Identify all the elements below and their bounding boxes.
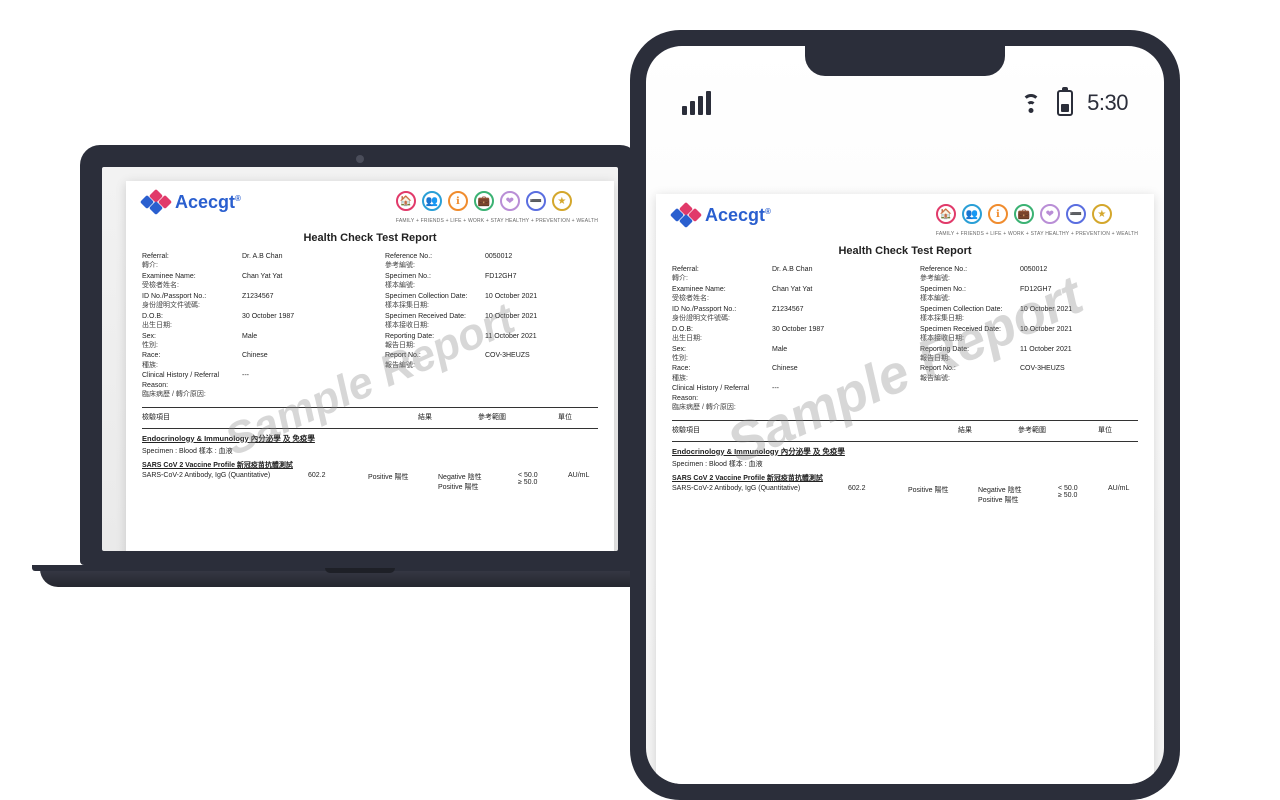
report-title: Health Check Test Report <box>672 245 1138 257</box>
badge-labels: FAMILY + FRIENDS + LIFE + WORK + STAY HE… <box>396 218 598 224</box>
patient-info: Referral:轉介:Dr. A.B ChanExaminee Name:受檢… <box>672 265 1138 414</box>
info-row: Specimen Received Date:樣本接收日期:10 October… <box>920 325 1138 344</box>
category-badge-icon: ★ <box>1092 204 1112 224</box>
phone-mockup: 5:30 Sample Report Acecgt® 🏠👥ℹ <box>630 30 1180 800</box>
badge-row: 🏠 👥 ℹ 💼 ❤ ➖ ★ FAMILY + FRIENDS + LIFE + WORK +… <box>396 191 598 224</box>
info-row: ID No./Passport No.:身份證明文件號碼:Z1234567 <box>142 292 355 311</box>
info-row: Reference No.:參考編號:0050012 <box>920 265 1138 284</box>
info-row: Report No.:報告編號:COV-3HEUZS <box>920 364 1138 383</box>
category-badge-icon: ❤ <box>1040 204 1060 224</box>
logo-text: Acecgt® <box>175 192 241 213</box>
logo: Acecgt® <box>142 191 241 213</box>
info-row: Report No.:報告編號:COV-3HEUZS <box>385 351 598 370</box>
info-row: ID No./Passport No.:身份證明文件號碼:Z1234567 <box>672 305 890 324</box>
category-badge-icon: ➖ <box>526 191 546 211</box>
info-row: Sex:性別:Male <box>142 332 355 351</box>
info-row: D.O.B:出生日期:30 October 1987 <box>672 325 890 344</box>
section-title: Endocrinology & Immunology 內分泌學 及 免疫學 <box>672 446 1138 457</box>
laptop-base <box>40 565 680 587</box>
phone-notch <box>805 46 1005 76</box>
test-name: SARS CoV 2 Vaccine Profile 新冠疫苗抗體測試 <box>142 460 598 470</box>
section-title: Endocrinology & Immunology 內分泌學 及 免疫學 <box>142 433 598 444</box>
test-name: SARS CoV 2 Vaccine Profile 新冠疫苗抗體測試 <box>672 473 1138 483</box>
info-row: Race:種族:Chinese <box>672 364 890 383</box>
category-badge-icon: 💼 <box>474 191 494 211</box>
info-row: Sex:性別:Male <box>672 345 890 364</box>
category-badge-icon: ℹ <box>988 204 1008 224</box>
category-badge-icon: 👥 <box>422 191 442 211</box>
category-badge-icon: ❤ <box>500 191 520 211</box>
status-bar: 5:30 <box>646 88 1164 118</box>
battery-icon <box>1057 90 1073 116</box>
info-row: Referral:轉介:Dr. A.B Chan <box>142 252 355 271</box>
status-time: 5:30 <box>1087 90 1128 116</box>
report-title: Health Check Test Report <box>142 232 598 244</box>
badge-row: 🏠 👥 ℹ 💼 ❤ ➖ ★ FAMILY + FRIENDS + LIFE + WORK +… <box>936 204 1138 237</box>
logo-icon <box>142 191 170 213</box>
logo-icon <box>672 204 700 226</box>
phone-screen: 5:30 Sample Report Acecgt® 🏠👥ℹ <box>646 46 1164 784</box>
logo: Acecgt® <box>672 204 771 226</box>
logo-text: Acecgt® <box>705 205 771 226</box>
badge-labels: FAMILY + FRIENDS + LIFE + WORK + STAY HE… <box>936 231 1138 237</box>
info-row: Specimen No.:樣本編號:FD12GH7 <box>920 285 1138 304</box>
result-row: SARS-CoV-2 Antibody, IgG (Quantitative) … <box>672 485 1138 505</box>
report-document-laptop: Sample Report Acecgt® 🏠👥ℹ💼❤➖★ FAMILY + F… <box>126 181 614 551</box>
patient-info: Referral:轉介:Dr. A.B ChanExaminee Name:受檢… <box>142 252 598 401</box>
column-headers: 檢驗項目 結果 參考範圍 單位 <box>142 412 598 422</box>
info-row: D.O.B:出生日期:30 October 1987 <box>142 312 355 331</box>
specimen-line: Specimen : Blood 樣本 : 血液 <box>672 459 1138 469</box>
category-badge-icon: 🏠 <box>396 191 416 211</box>
badge-icons: 🏠 👥 ℹ 💼 ❤ ➖ ★ <box>396 191 572 211</box>
badge-icons: 🏠 👥 ℹ 💼 ❤ ➖ ★ <box>936 204 1112 224</box>
info-row: Specimen Received Date:樣本接收日期:10 October… <box>385 312 598 331</box>
report-document-phone: Sample Report Acecgt® 🏠👥ℹ💼❤➖★ FAMILY + F… <box>656 194 1154 784</box>
info-row: Reporting Date:報告日期:11 October 2021 <box>920 345 1138 364</box>
category-badge-icon: ➖ <box>1066 204 1086 224</box>
specimen-line: Specimen : Blood 樣本 : 血液 <box>142 446 598 456</box>
result-row: SARS-CoV-2 Antibody, IgG (Quantitative) … <box>142 472 598 492</box>
category-badge-icon: 🏠 <box>936 204 956 224</box>
laptop-frame: Sample Report Acecgt® 🏠👥ℹ💼❤➖★ FAMILY + F… <box>80 145 640 565</box>
info-row: Examinee Name:受檢者姓名:Chan Yat Yat <box>142 272 355 291</box>
info-row: Race:種族:Chinese <box>142 351 355 370</box>
category-badge-icon: ★ <box>552 191 572 211</box>
laptop-camera <box>356 155 364 163</box>
info-row: Clinical History / Referral Reason:臨床病歷 … <box>142 371 355 399</box>
info-row: Referral:轉介:Dr. A.B Chan <box>672 265 890 284</box>
signal-icon <box>682 91 711 115</box>
category-badge-icon: 👥 <box>962 204 982 224</box>
laptop-mockup: Sample Report Acecgt® 🏠👥ℹ💼❤➖★ FAMILY + F… <box>80 145 640 685</box>
phone-frame: 5:30 Sample Report Acecgt® 🏠👥ℹ <box>630 30 1180 800</box>
info-row: Reporting Date:報告日期:11 October 2021 <box>385 332 598 351</box>
info-row: Specimen No.:樣本編號:FD12GH7 <box>385 272 598 291</box>
category-badge-icon: 💼 <box>1014 204 1034 224</box>
column-headers: 檢驗項目 結果 參考範圍 單位 <box>672 425 1138 435</box>
category-badge-icon: ℹ <box>448 191 468 211</box>
wifi-icon <box>1019 93 1043 113</box>
info-row: Specimen Collection Date:樣本採集日期:10 Octob… <box>385 292 598 311</box>
info-row: Reference No.:參考編號:0050012 <box>385 252 598 271</box>
laptop-screen: Sample Report Acecgt® 🏠👥ℹ💼❤➖★ FAMILY + F… <box>102 167 618 551</box>
info-row: Clinical History / Referral Reason:臨床病歷 … <box>672 384 890 412</box>
info-row: Examinee Name:受檢者姓名:Chan Yat Yat <box>672 285 890 304</box>
info-row: Specimen Collection Date:樣本採集日期:10 Octob… <box>920 305 1138 324</box>
